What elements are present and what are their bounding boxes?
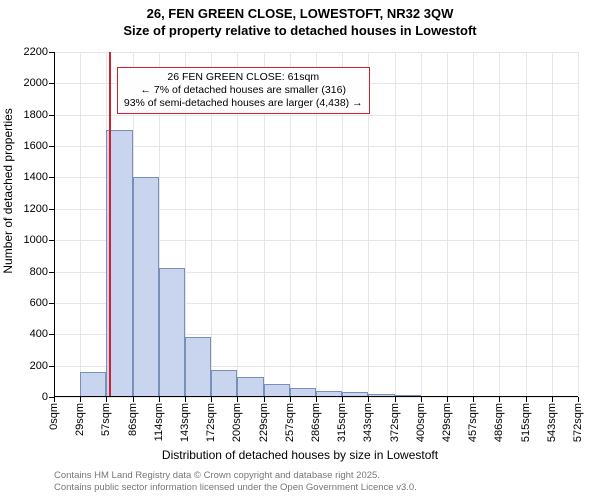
xtick-mark: [473, 397, 474, 402]
ytick-label: 0: [42, 391, 48, 403]
xtick-label: 0sqm: [48, 403, 60, 430]
histogram-bar: [290, 388, 316, 397]
xtick-label: 343sqm: [362, 403, 374, 442]
xtick-label: 572sqm: [572, 403, 584, 442]
xtick-mark: [290, 397, 291, 402]
histogram-bar: [211, 370, 237, 397]
ytick-label: 200: [30, 360, 48, 372]
ytick-mark: [49, 177, 54, 178]
histogram-bar: [237, 377, 263, 397]
xtick-mark: [54, 397, 55, 402]
ytick-mark: [49, 240, 54, 241]
xtick-mark: [211, 397, 212, 402]
ytick-label: 1800: [24, 109, 48, 121]
xtick-mark: [264, 397, 265, 402]
xtick-label: 57sqm: [100, 403, 112, 436]
xtick-label: 286sqm: [310, 403, 322, 442]
footer-line2: Contains public sector information licen…: [54, 482, 417, 494]
xtick-mark: [447, 397, 448, 402]
xtick-mark: [106, 397, 107, 402]
ytick-label: 600: [30, 297, 48, 309]
y-axis-label: Number of detached properties: [1, 108, 15, 273]
histogram-bar: [159, 268, 185, 397]
xtick-mark: [526, 397, 527, 402]
plot-area: 26 FEN GREEN CLOSE: 61sqm ← 7% of detach…: [54, 52, 578, 397]
ytick-label: 400: [30, 328, 48, 340]
ytick-mark: [49, 52, 54, 53]
xtick-mark: [159, 397, 160, 402]
ytick-mark: [49, 303, 54, 304]
histogram-bar: [133, 177, 159, 397]
xtick-mark: [316, 397, 317, 402]
xtick-mark: [237, 397, 238, 402]
histogram-bar: [316, 391, 342, 397]
histogram-bar: [342, 392, 368, 397]
xtick-mark: [421, 397, 422, 402]
annotation-box: 26 FEN GREEN CLOSE: 61sqm ← 7% of detach…: [117, 67, 370, 114]
footer: Contains HM Land Registry data © Crown c…: [54, 470, 417, 494]
xtick-label: 400sqm: [415, 403, 427, 442]
xtick-label: 429sqm: [441, 403, 453, 442]
annotation-line3: 93% of semi-detached houses are larger (…: [124, 97, 363, 110]
footer-line1: Contains HM Land Registry data © Crown c…: [54, 470, 417, 482]
histogram-bar: [185, 337, 211, 397]
xtick-label: 86sqm: [127, 403, 139, 436]
ytick-mark: [49, 366, 54, 367]
xtick-mark: [395, 397, 396, 402]
xtick-mark: [499, 397, 500, 402]
ytick-label: 1600: [24, 140, 48, 152]
histogram-bar: [395, 395, 421, 397]
xtick-label: 372sqm: [389, 403, 401, 442]
ytick-label: 2000: [24, 77, 48, 89]
ytick-label: 800: [30, 266, 48, 278]
xtick-label: 315sqm: [336, 403, 348, 442]
ytick-label: 1400: [24, 171, 48, 183]
ytick-mark: [49, 209, 54, 210]
ytick-label: 2200: [24, 46, 48, 58]
xtick-mark: [342, 397, 343, 402]
histogram-bar: [80, 372, 106, 397]
histogram-bar: [264, 384, 290, 397]
xtick-label: 257sqm: [284, 403, 296, 442]
xtick-label: 229sqm: [258, 403, 270, 442]
xtick-mark: [185, 397, 186, 402]
ytick-mark: [49, 146, 54, 147]
xtick-label: 515sqm: [520, 403, 532, 442]
ytick-label: 1200: [24, 203, 48, 215]
xtick-mark: [368, 397, 369, 402]
xtick-label: 457sqm: [467, 403, 479, 442]
xtick-label: 143sqm: [179, 403, 191, 442]
xtick-label: 543sqm: [546, 403, 558, 442]
title-line1: 26, FEN GREEN CLOSE, LOWESTOFT, NR32 3QW: [0, 6, 600, 23]
xtick-mark: [80, 397, 81, 402]
ytick-mark: [49, 334, 54, 335]
annotation-line1: 26 FEN GREEN CLOSE: 61sqm: [124, 71, 363, 84]
x-axis-label: Distribution of detached houses by size …: [0, 448, 600, 462]
chart-container: 26, FEN GREEN CLOSE, LOWESTOFT, NR32 3QW…: [0, 0, 600, 500]
xtick-mark: [133, 397, 134, 402]
annotation-line2: ← 7% of detached houses are smaller (316…: [124, 84, 363, 97]
xtick-mark: [552, 397, 553, 402]
ytick-mark: [49, 83, 54, 84]
marker-line: [109, 52, 111, 397]
xtick-label: 486sqm: [493, 403, 505, 442]
gridline-v: [578, 52, 579, 397]
ytick-label: 1000: [24, 234, 48, 246]
title-block: 26, FEN GREEN CLOSE, LOWESTOFT, NR32 3QW…: [0, 0, 600, 40]
histogram-bar: [368, 394, 394, 397]
xtick-label: 29sqm: [74, 403, 86, 436]
title-line2: Size of property relative to detached ho…: [0, 23, 600, 40]
xtick-label: 172sqm: [205, 403, 217, 442]
ytick-mark: [49, 272, 54, 273]
xtick-label: 200sqm: [231, 403, 243, 442]
xtick-label: 114sqm: [153, 403, 165, 441]
ytick-mark: [49, 115, 54, 116]
xtick-mark: [578, 397, 579, 402]
